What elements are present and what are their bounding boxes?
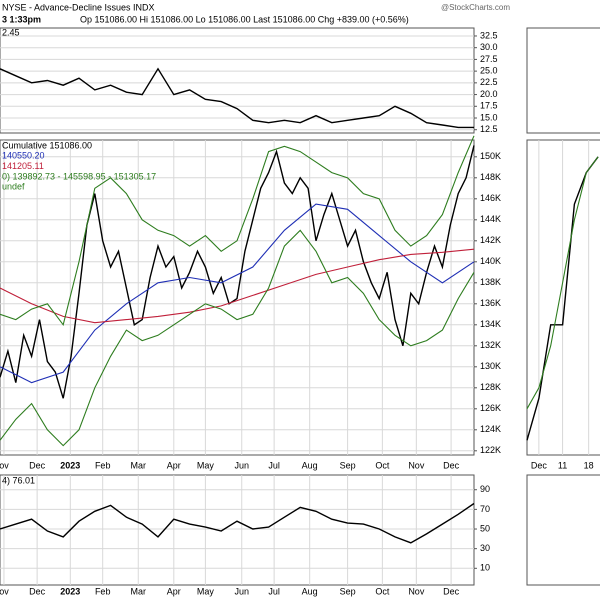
series-line xyxy=(0,203,475,384)
y-tick-label: 12.5 xyxy=(480,124,498,134)
x-tick-label: Jun xyxy=(234,586,249,596)
x-tick-label: Feb xyxy=(95,460,111,470)
y-tick-label: 130K xyxy=(480,361,501,371)
series-line xyxy=(0,135,475,327)
series-line xyxy=(0,248,475,324)
y-tick-label: 22.5 xyxy=(480,77,498,87)
x-tick-label: May xyxy=(197,460,215,470)
series-line xyxy=(526,156,599,410)
x-tick-label: 2023 xyxy=(60,586,80,596)
y-tick-label: 90 xyxy=(480,484,490,494)
panel-frame xyxy=(526,139,600,456)
credit: @StockCharts.com xyxy=(441,3,510,12)
series-line xyxy=(0,229,475,447)
series-line xyxy=(0,145,475,399)
y-tick-label: 132K xyxy=(480,340,501,350)
x-tick-label: Dec xyxy=(443,586,460,596)
x-tick-label: Aug xyxy=(302,586,318,596)
x-tick-label: Oct xyxy=(375,460,390,470)
x-tick-label: Nov xyxy=(408,460,425,470)
x-tick-label: Mar xyxy=(131,460,147,470)
x-tick-label: Feb xyxy=(95,586,111,596)
x-tick-label: 2023 xyxy=(60,460,80,470)
x-tick-label: May xyxy=(197,586,215,596)
panel-frame xyxy=(0,27,475,134)
x-tick-label: Dec xyxy=(531,460,548,470)
legend-entry: undef xyxy=(2,182,25,192)
x-tick-label: Sep xyxy=(340,586,356,596)
y-tick-label: 150K xyxy=(480,151,501,161)
x-tick-label: Mar xyxy=(131,586,147,596)
x-tick-label: Jul xyxy=(268,460,280,470)
x-tick-label: Jul xyxy=(268,586,280,596)
y-tick-label: 146K xyxy=(480,193,501,203)
legend-entry: 0) 139892.73 - 145598.95 - 151305.17 xyxy=(2,171,156,181)
x-tick-label: Aug xyxy=(302,460,318,470)
x-tick-label: 11 xyxy=(558,460,567,470)
y-tick-label: 138K xyxy=(480,277,501,287)
x-tick-label: Dec xyxy=(443,460,460,470)
y-tick-label: 142K xyxy=(480,235,501,245)
y-tick-label: 70 xyxy=(480,504,490,514)
x-tick-label: Nov xyxy=(408,586,425,596)
x-tick-label: Jun xyxy=(234,460,249,470)
y-tick-label: 126K xyxy=(480,403,501,413)
x-tick-label: 18 xyxy=(584,460,594,470)
series-line xyxy=(0,502,475,544)
clip-panel: Dec 11 18 xyxy=(526,140,599,470)
y-tick-label: 30.0 xyxy=(480,42,498,52)
y-tick-label: 136K xyxy=(480,298,501,308)
y-tick-label: 15.0 xyxy=(480,112,498,122)
series-line xyxy=(0,67,474,129)
x-tick-label: ov xyxy=(0,460,9,470)
x-tick-label: Oct xyxy=(375,586,390,596)
y-tick-label: 27.5 xyxy=(480,54,498,64)
x-tick-label: Dec xyxy=(29,586,46,596)
legend-entry: 141205.11 xyxy=(2,161,44,171)
legend-entry: Cumulative 151086.00 xyxy=(2,140,92,150)
y-tick-label: 50 xyxy=(480,523,490,533)
x-tick-label: Apr xyxy=(167,586,181,596)
panel-frame xyxy=(0,474,475,586)
y-tick-label: 10 xyxy=(480,563,490,573)
panel-frame xyxy=(526,474,600,586)
legend-entry: 4) 76.01 xyxy=(2,475,35,485)
x-tick-label: ov xyxy=(0,586,9,596)
y-tick-label: 17.5 xyxy=(480,101,498,111)
x-tick-label: Apr xyxy=(167,460,181,470)
panel-frame xyxy=(0,139,475,456)
y-tick-label: 128K xyxy=(480,382,501,392)
y-tick-label: 144K xyxy=(480,214,501,224)
time: 3 1:33pm xyxy=(2,14,41,24)
y-tick-label: 122K xyxy=(480,445,501,455)
panel-frame xyxy=(526,27,600,134)
y-tick-label: 134K xyxy=(480,319,501,329)
y-tick-label: 25.0 xyxy=(480,66,498,76)
x-tick-label: Dec xyxy=(29,460,46,470)
legend-entry: 140550.20 xyxy=(2,151,45,161)
y-tick-label: 140K xyxy=(480,256,501,266)
y-tick-label: 20.0 xyxy=(480,89,498,99)
x-tick-label: Sep xyxy=(340,460,356,470)
y-tick-label: 32.5 xyxy=(480,30,498,40)
y-tick-label: 30 xyxy=(480,543,490,553)
legend-entry: 2.45 xyxy=(2,27,20,37)
y-tick-label: 148K xyxy=(480,172,501,182)
chart-title: NYSE - Advance-Decline Issues INDX xyxy=(2,2,155,12)
y-tick-label: 124K xyxy=(480,424,501,434)
quote: Op 151086.00 Hi 151086.00 Lo 151086.00 L… xyxy=(80,14,409,24)
